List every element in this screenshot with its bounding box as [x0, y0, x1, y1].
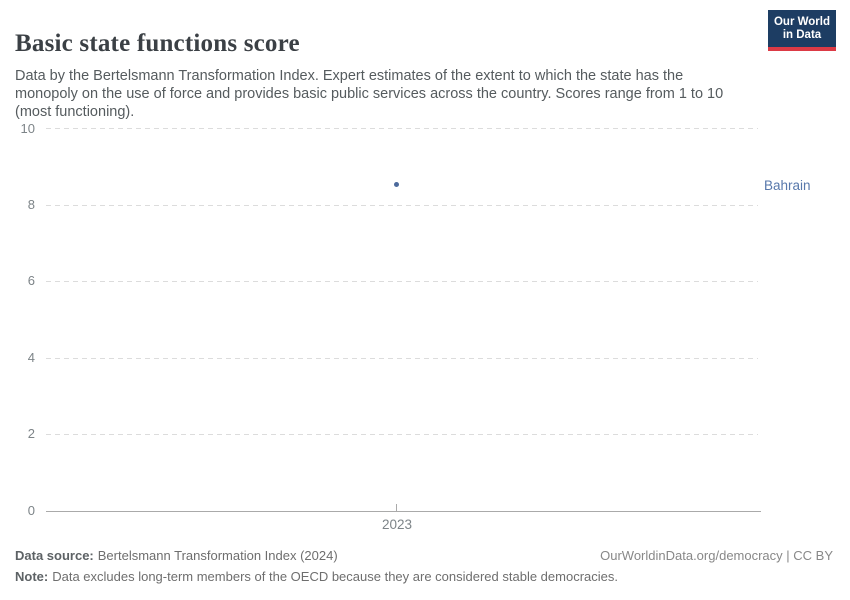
owid-logo-line1: Our World [773, 16, 830, 28]
gridline-8 [46, 205, 758, 206]
y-tick-label-4: 4 [27, 350, 35, 365]
data-source-value: Bertelsmann Transformation Index (2024) [97, 548, 338, 563]
data-source-line: Data source: Bertelsmann Transformation I… [15, 548, 338, 563]
y-tick-label-2: 2 [27, 426, 35, 441]
gridline-4 [46, 358, 758, 359]
page-title: Basic state functions score [15, 29, 300, 57]
owid-logo-line2: in Data [782, 29, 822, 41]
y-tick-label-0: 0 [27, 503, 35, 518]
series-label-bahrain[interactable]: Bahrain [764, 178, 811, 193]
gridline-10 [46, 128, 758, 129]
gridline-6 [46, 281, 758, 282]
gridline-2 [46, 434, 758, 435]
x-tick-label-2023: 2023 [381, 517, 413, 532]
rights-link[interactable]: OurWorldinData.org/democracy | CC BY [600, 548, 833, 563]
note-value: Data excludes long-term members of the O… [52, 569, 618, 584]
note-label: Note: [15, 569, 49, 584]
note-line: Note: Data excludes long-term members of … [15, 569, 618, 584]
data-point-bahrain[interactable] [394, 182, 399, 187]
chart-subtitle: Data by the Bertelsmann Transformation I… [15, 67, 724, 120]
y-tick-label-8: 8 [27, 197, 35, 212]
y-tick-label-6: 6 [27, 273, 35, 288]
owid-logo[interactable]: Our World in Data [768, 10, 836, 51]
data-source-label: Data source: [15, 548, 94, 563]
x-axis-tick-2023 [396, 504, 397, 511]
x-axis-line [46, 511, 761, 512]
y-tick-label-10: 10 [20, 121, 35, 136]
